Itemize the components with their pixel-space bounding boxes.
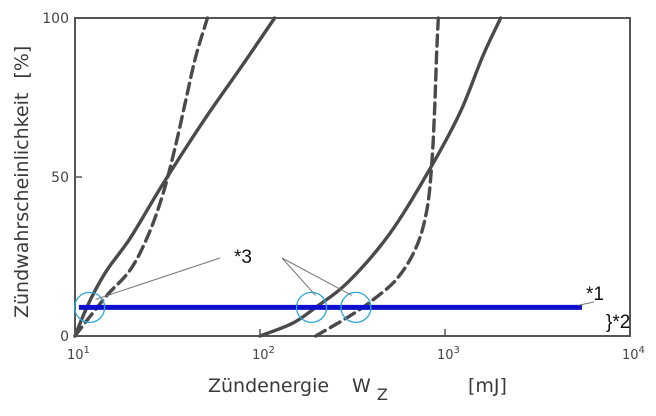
leader-line-note3-3	[281, 257, 353, 296]
y-tick-label-3: 100	[42, 11, 69, 27]
leader-line-note3-2	[281, 257, 316, 296]
x-axis-label: Zündenergie	[208, 375, 329, 397]
x-tick-base: 10	[622, 348, 639, 363]
x-tick-exponent: 1	[84, 345, 90, 356]
highlight-circle-3	[340, 291, 372, 324]
x-axis-title: Zündenergie W Z [mJ]	[208, 375, 507, 405]
x-tick-exponent: 2	[269, 345, 275, 356]
x-tick-label-4: 104	[622, 345, 645, 363]
series-line-1-solid	[73, 16, 277, 338]
series-layer	[73, 16, 503, 338]
annotation-note-1: *1	[586, 284, 604, 305]
highlight-circle-1	[73, 291, 106, 324]
x-tick-base: 10	[67, 348, 84, 363]
y-tick-label-1: 0	[60, 329, 69, 345]
x-axis-unit: [mJ]	[468, 375, 507, 397]
x-tick-label-1: 101	[67, 345, 90, 363]
y-axis-label: Zündwahrscheinlichkeit	[11, 93, 33, 318]
plot-frame	[74, 17, 631, 337]
leader-line-note3-1	[95, 257, 221, 300]
x-tick-label-3: 103	[437, 345, 460, 363]
y-axis-unit: [%]	[11, 46, 33, 79]
x-tick-base: 10	[437, 348, 454, 363]
x-tick-exponent: 4	[639, 345, 645, 356]
annotation-note-3: *3	[234, 247, 252, 268]
y-tick-label-2: 50	[51, 170, 69, 186]
leader-line-note1	[577, 301, 595, 306]
x-tick-base: 10	[252, 348, 269, 363]
annotation-note-2: }*2	[606, 312, 630, 333]
series-line-4-dashed	[313, 16, 441, 338]
x-axis-symbol: W	[352, 375, 371, 397]
x-tick-label-2: 102	[252, 345, 275, 363]
x-axis-symbol-subscript: Z	[377, 385, 388, 404]
marker-layer	[73, 257, 595, 324]
x-tick-exponent: 3	[454, 345, 460, 356]
y-axis-title: Zündwahrscheinlichkeit [%]	[11, 46, 33, 318]
series-line-3-solid	[258, 16, 503, 338]
highlight-circle-2	[295, 291, 328, 324]
